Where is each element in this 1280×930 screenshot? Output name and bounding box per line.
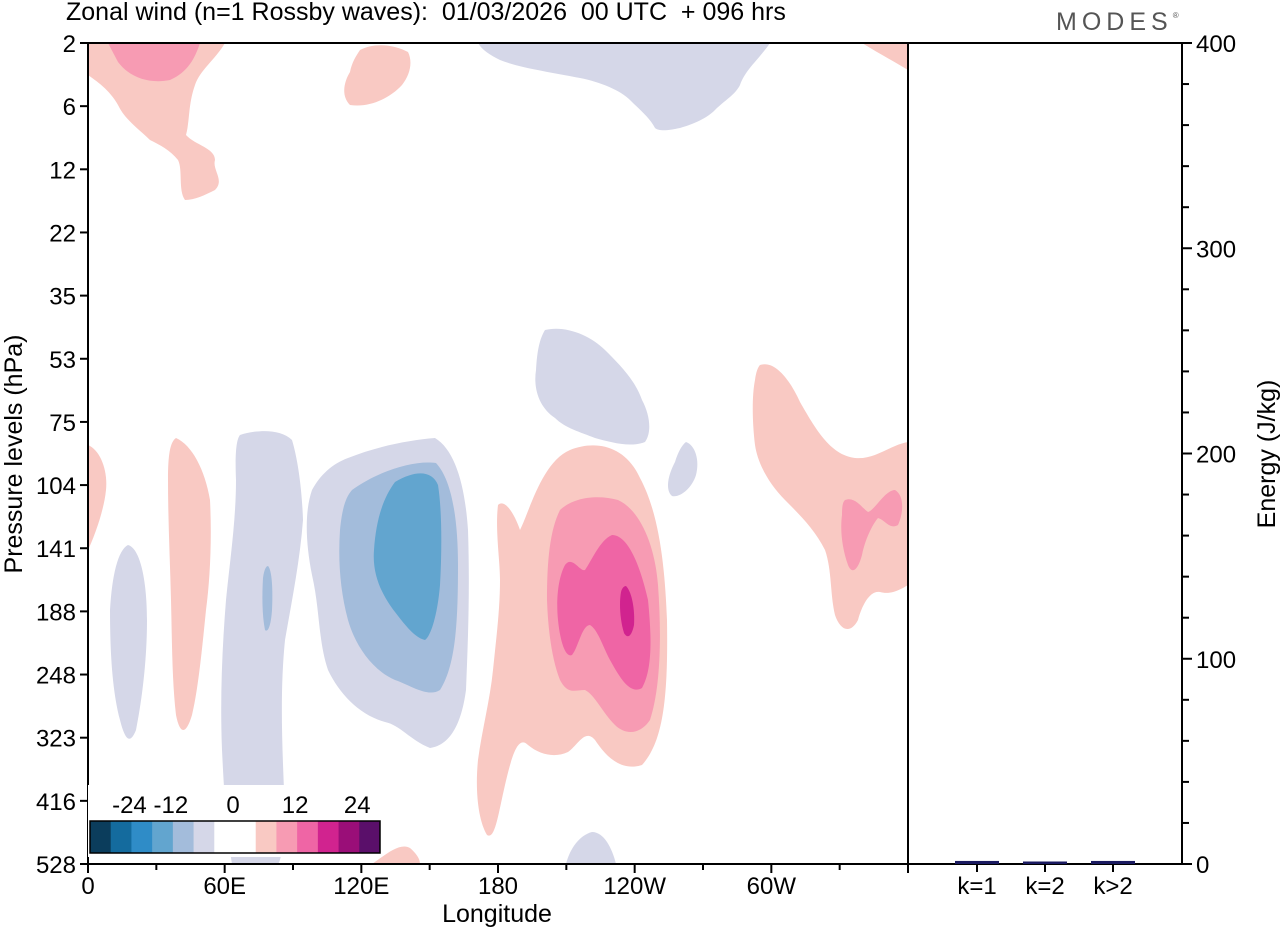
colorbar-label: 0 (226, 792, 239, 819)
x-tick-label: 60E (203, 873, 246, 900)
energy-bars: k=1 k=2 k>2 (955, 860, 1135, 900)
y-tick-label: 248 (36, 663, 76, 690)
energy-tick-label: 0 (1196, 852, 1209, 879)
contour-positive-column-1 (168, 438, 211, 730)
colorbar-swatch (317, 821, 340, 853)
pressure-axis: 2 6 12 22 35 53 75 104 141 188 248 323 416 528 (36, 31, 88, 879)
colorbar-swatch (276, 821, 298, 853)
contour-positive-upper-right (862, 43, 908, 70)
contour-positive-wave-core (620, 586, 635, 637)
energy-tick-label: 300 (1196, 236, 1236, 263)
contour-negative-bottom (566, 832, 616, 864)
colorbar-swatch (131, 821, 153, 853)
colorbar-label: -12 (154, 792, 189, 819)
x-tick-label: 180 (478, 873, 518, 900)
longitude-axis: 0 60E 120E 180 120W 60W (81, 864, 909, 900)
x-tick-label: 120W (603, 873, 666, 900)
y-tick-label: 104 (36, 473, 76, 500)
energy-tick-label: 200 (1196, 442, 1236, 469)
energy-tick-label: 100 (1196, 647, 1236, 674)
energy-axis-ticks: 0 100 200 300 400 (1182, 31, 1236, 879)
colorbar-swatch (255, 821, 277, 853)
contour-positive-edge-left (88, 445, 107, 550)
y-tick-label: 528 (36, 852, 76, 879)
x-tick-label: 120E (333, 873, 389, 900)
brand-logo: MODES® (1056, 8, 1179, 36)
contour-positive-upper-left (88, 43, 225, 200)
chart-title: Zonal wind (n=1 Rossby waves): 01/03/202… (66, 0, 786, 26)
colorbar-swatch (214, 821, 236, 853)
energy-axis-title: Energy (J/kg) (1253, 380, 1280, 529)
y-tick-label: 188 (36, 599, 76, 626)
colorbar: -24 -12 0 12 24 (88, 785, 382, 857)
contour-positive-upper-mid (344, 45, 411, 106)
energy-bar (1023, 861, 1067, 864)
bar-category-label: k>2 (1093, 873, 1132, 900)
y-tick-label: 22 (49, 220, 76, 247)
colorbar-label: 24 (344, 792, 371, 819)
colorbar-swatch (235, 821, 257, 853)
contour-negative-small (668, 442, 698, 497)
x-axis-title: Longitude (442, 900, 552, 928)
contour-positive-upper-left-core (108, 43, 200, 82)
colorbar-swatch (172, 821, 195, 853)
contour-positive-bottom-1 (372, 846, 420, 864)
colorbar-label: -24 (112, 792, 147, 819)
contour-positive-wave-inner (557, 535, 651, 690)
contour-field (88, 43, 908, 864)
colorbar-swatch (359, 821, 381, 853)
contour-negative-column-2-core (262, 566, 273, 631)
contour-negative-mid (535, 328, 650, 445)
colorbar-label: 12 (282, 792, 309, 819)
y-tick-label: 141 (36, 536, 76, 563)
bar-category-label: k=2 (1025, 873, 1064, 900)
contour-positive-right-core (841, 490, 903, 571)
x-tick-label: 0 (81, 873, 94, 900)
energy-tick-label: 400 (1196, 31, 1236, 58)
contour-negative-column-2 (221, 431, 303, 864)
y-axis-title: Pressure levels (hPa) (0, 335, 28, 574)
y-tick-label: 53 (49, 347, 76, 374)
contour-negative-column-1 (110, 545, 147, 739)
colorbar-swatch (338, 821, 360, 853)
x-tick-label: 60W (747, 873, 797, 900)
y-tick-label: 35 (49, 284, 76, 311)
colorbar-swatch (193, 821, 215, 853)
y-tick-label: 2 (63, 31, 76, 58)
colorbar-swatch (110, 821, 132, 853)
y-tick-label: 323 (36, 726, 76, 753)
y-tick-label: 416 (36, 789, 76, 816)
bar-category-label: k=1 (957, 873, 996, 900)
colorbar-swatch (152, 821, 174, 853)
y-tick-label: 12 (49, 157, 76, 184)
colorbar-swatch (90, 821, 112, 853)
y-tick-label: 75 (49, 410, 76, 437)
colorbar-frame (89, 820, 381, 854)
energy-bar (955, 860, 999, 864)
y-tick-label: 6 (63, 94, 76, 121)
contour-negative-wave-core (373, 473, 442, 640)
contour-positive-right (752, 364, 908, 630)
contour-negative-upper (478, 43, 770, 131)
energy-bar (1091, 860, 1135, 864)
colorbar-swatch (297, 821, 319, 853)
